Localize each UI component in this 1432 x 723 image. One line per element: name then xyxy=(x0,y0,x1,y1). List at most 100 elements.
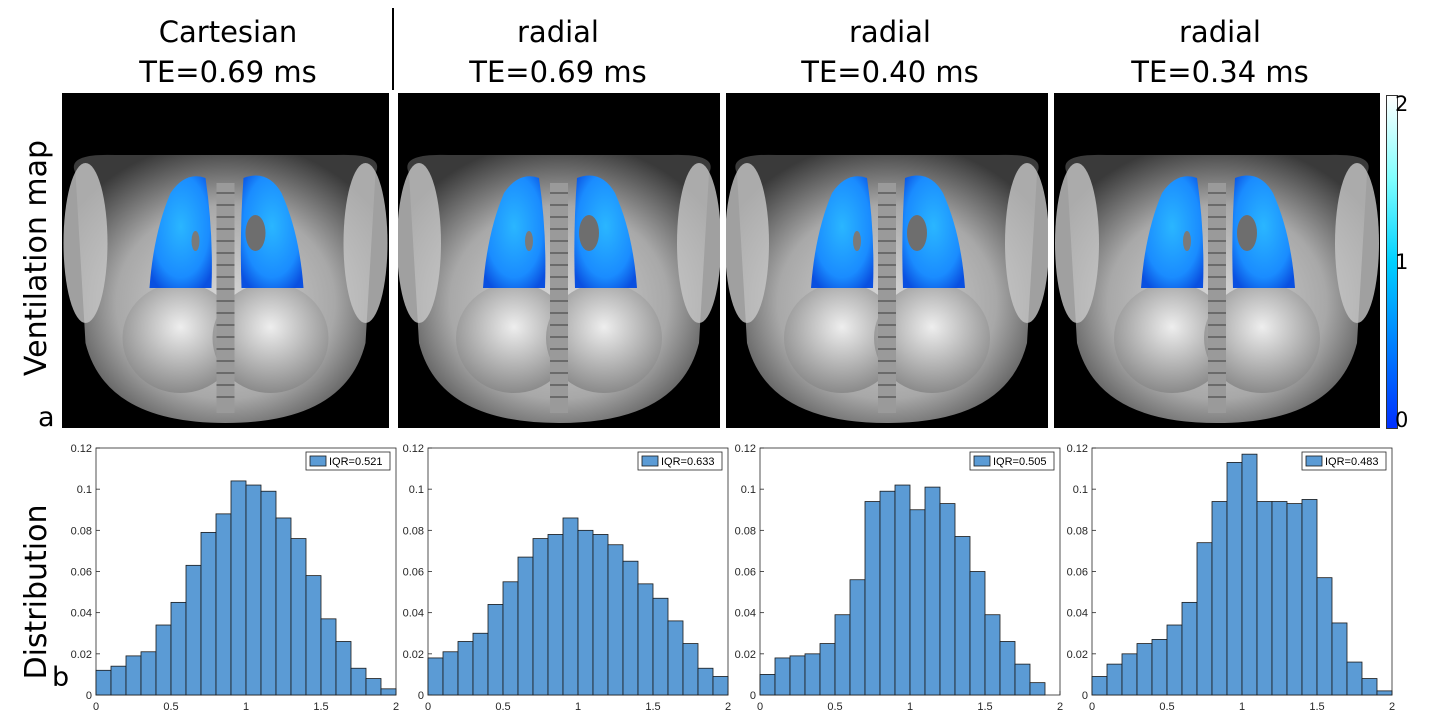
panel-letter-b: b xyxy=(52,662,70,693)
left-arm xyxy=(398,163,441,323)
histogram-bar xyxy=(1211,501,1228,696)
abdomen-left xyxy=(456,283,572,393)
x-tick-label: 1 xyxy=(575,701,581,713)
histogram-bar xyxy=(759,674,776,696)
hilum-vessel xyxy=(245,215,266,251)
colorbar xyxy=(1386,95,1398,429)
histogram-bar xyxy=(230,480,247,696)
histogram-bar xyxy=(894,484,911,696)
right-arm xyxy=(343,163,388,323)
legend-box xyxy=(637,451,723,471)
y-tick-label: 0 xyxy=(418,690,424,702)
histogram-plot: 0 0.02 0.04 0.06 0.08 0.1 0.12 0 0.5 1 1.5 2 IQR=0.4… xyxy=(1067,443,1395,713)
ventilation-map-graphic xyxy=(63,154,388,423)
hilum-vessel xyxy=(191,231,200,251)
column-title-4: radial TE=0.34 ms xyxy=(1090,12,1350,92)
y-tick-label: 0.12 xyxy=(1067,443,1088,455)
histogram-bar xyxy=(305,575,322,696)
histogram-bar xyxy=(969,571,986,696)
histogram-bar xyxy=(1136,643,1153,696)
y-tick-label: 0 xyxy=(1082,690,1088,702)
y-tick-label: 0.1 xyxy=(409,484,424,496)
colorbar-tick-mid: 1 xyxy=(1395,250,1409,274)
histogram-bar xyxy=(457,641,474,696)
column-method: radial xyxy=(849,15,931,49)
y-tick-label: 0.12 xyxy=(71,443,92,455)
histogram-bar xyxy=(849,579,866,696)
legend-box xyxy=(969,451,1055,471)
histogram-bar xyxy=(667,620,684,696)
column-divider xyxy=(392,8,394,90)
histogram-bar xyxy=(697,667,714,696)
histogram-1: 0 0.02 0.04 0.06 0.08 0.1 0.12 0 0.5 1 1.5 2 IQR=0.5… xyxy=(58,440,403,715)
hilum-vessel xyxy=(579,215,599,251)
histogram-bar xyxy=(427,657,444,696)
histogram-bar xyxy=(350,667,367,696)
histogram-bar xyxy=(487,604,504,696)
histogram-bar xyxy=(1316,577,1333,696)
histogram-bar xyxy=(1256,501,1273,696)
column-method: Cartesian xyxy=(158,15,298,49)
legend-box xyxy=(1301,451,1387,471)
y-tick-label: 0.08 xyxy=(403,525,424,537)
left-lung-ventilation xyxy=(149,176,212,288)
x-tick-label: 1.5 xyxy=(645,701,660,713)
histogram-bar xyxy=(260,490,277,696)
x-tick-label: 1.5 xyxy=(1309,701,1324,713)
histogram-bar xyxy=(125,655,142,696)
x-tick-label: 2 xyxy=(1057,701,1063,713)
x-tick-label: 0.5 xyxy=(827,701,842,713)
x-tick-label: 1 xyxy=(243,701,249,713)
y-tick-label: 0.12 xyxy=(735,443,756,455)
histogram-bar xyxy=(472,632,489,696)
x-tick-label: 0.5 xyxy=(163,701,178,713)
histogram-bar xyxy=(1121,653,1138,696)
left-lung-ventilation xyxy=(811,176,874,288)
histogram-bar xyxy=(879,490,896,696)
right-lung-ventilation xyxy=(1232,175,1295,288)
legend-label: IQR=0.505 xyxy=(993,456,1047,468)
left-arm xyxy=(63,163,108,323)
y-tick-label: 0.04 xyxy=(1067,608,1088,620)
x-tick-label: 0 xyxy=(1089,701,1095,713)
column-title-3: radial TE=0.40 ms xyxy=(760,12,1020,92)
y-tick-label: 0.06 xyxy=(735,567,756,579)
histogram-bar xyxy=(1196,542,1213,696)
histogram-bar xyxy=(532,538,549,696)
column-te: TE=0.40 ms xyxy=(801,55,979,89)
x-tick-label: 2 xyxy=(725,701,731,713)
histogram-bar xyxy=(577,529,594,696)
histogram-plot: 0 0.02 0.04 0.06 0.08 0.1 0.12 0 0.5 1 1.5 2 IQR=0.6… xyxy=(403,443,731,713)
colorbar-tick-min: 0 xyxy=(1395,408,1409,432)
x-tick-label: 0 xyxy=(757,701,763,713)
hilum-vessel xyxy=(907,215,927,251)
abdomen-right xyxy=(212,283,329,393)
legend-label: IQR=0.483 xyxy=(1325,456,1379,468)
histogram-bar xyxy=(1106,663,1123,696)
legend-box xyxy=(305,451,391,471)
histogram-bar xyxy=(1271,501,1288,696)
histogram-bar xyxy=(547,534,564,696)
abdomen-right xyxy=(1204,283,1320,393)
histogram-bar xyxy=(909,509,926,696)
y-tick-label: 0.08 xyxy=(71,525,92,537)
column-method: radial xyxy=(1179,15,1261,49)
x-tick-label: 0 xyxy=(93,701,99,713)
y-tick-label: 0.02 xyxy=(735,649,756,661)
left-lung-ventilation xyxy=(483,176,546,288)
histogram-bar xyxy=(939,503,956,696)
histogram-bar xyxy=(1166,624,1183,696)
column-te: TE=0.34 ms xyxy=(1131,55,1309,89)
y-tick-label: 0.02 xyxy=(1067,649,1088,661)
histogram-3: 0 0.02 0.04 0.06 0.08 0.1 0.12 0 0.5 1 1.5 2 IQR=0.5… xyxy=(722,440,1067,715)
histogram-bar xyxy=(607,544,624,696)
ventilation-map-image-3 xyxy=(726,93,1048,428)
abdomen-right xyxy=(874,283,990,393)
histogram-bar xyxy=(275,517,292,696)
hilum-vessel xyxy=(1237,215,1257,251)
histogram-bar xyxy=(110,665,127,696)
abdomen-left xyxy=(122,283,239,393)
histogram-bar xyxy=(170,601,187,696)
legend-label: IQR=0.633 xyxy=(661,456,715,468)
x-tick-label: 1 xyxy=(907,701,913,713)
